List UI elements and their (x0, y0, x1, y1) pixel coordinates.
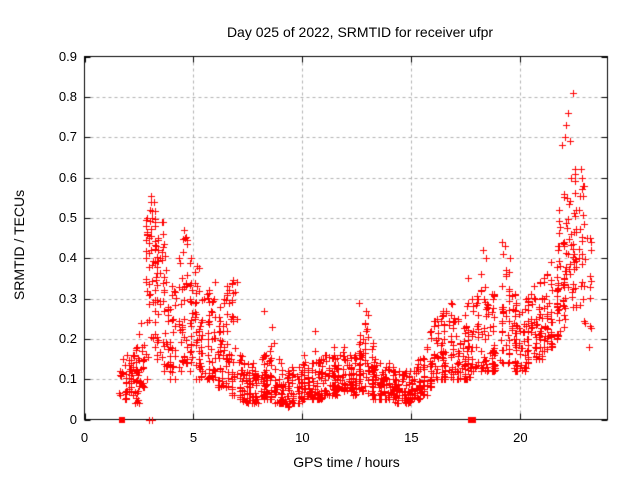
y-tick-label: 0.9 (58, 48, 77, 64)
y-tick-label: 0.1 (58, 371, 77, 387)
y-tick-label: 0.8 (58, 88, 77, 104)
y-tick-label: 0 (69, 411, 77, 427)
y-tick-label: 0.7 (58, 129, 77, 145)
y-axis-label: SRMTID / TECUs (11, 189, 27, 301)
y-tick-label: 0.3 (58, 290, 77, 306)
y-tick-label: 0.5 (58, 209, 77, 225)
chart-title: Day 025 of 2022, SRMTID for receiver ufp… (226, 24, 494, 40)
x-axis-label: GPS time / hours (293, 454, 400, 470)
y-tick-label: 0.4 (58, 250, 77, 266)
x-tick-label: 15 (404, 430, 419, 445)
x-tick-label: 5 (189, 430, 198, 445)
x-tick-label: 0 (80, 430, 89, 445)
x-tick-label: 10 (295, 430, 310, 445)
y-tick-label: 0.2 (58, 330, 77, 346)
x-tick-label: 20 (513, 430, 528, 445)
y-tick-label: 0.6 (58, 169, 77, 185)
